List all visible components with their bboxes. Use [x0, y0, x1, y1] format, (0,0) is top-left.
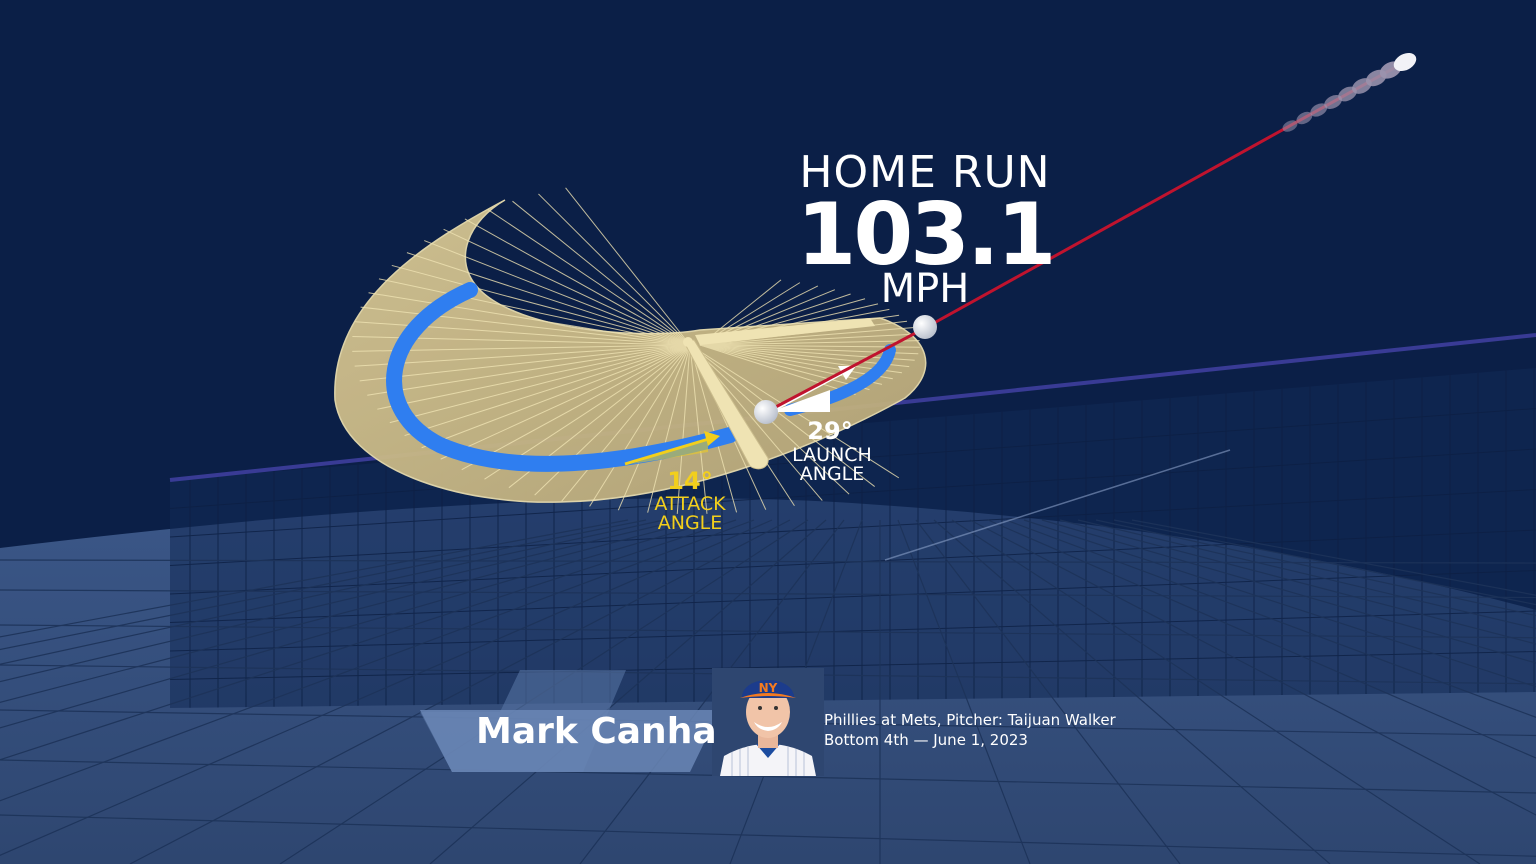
trail-ball-ghost — [1393, 52, 1417, 72]
attack-angle-label: ATTACK ANGLE — [654, 493, 726, 534]
velocity-unit: MPH — [880, 266, 970, 312]
contact-ball — [754, 400, 778, 424]
launch-angle-value: 29° — [807, 417, 853, 445]
player-headshot: NY — [712, 668, 824, 776]
player-name: Mark Canha — [476, 711, 717, 752]
ball-trail — [769, 52, 1417, 412]
bat — [683, 337, 769, 470]
trail-ball-ghost — [1338, 86, 1357, 102]
exit-velocity: 103.1 — [796, 185, 1056, 285]
game-date-inning: Bottom 4th — June 1, 2023 — [824, 731, 1028, 749]
trail-ball-ghost — [1324, 94, 1342, 110]
foul-line — [884, 449, 1231, 561]
ball-in-flight — [913, 315, 937, 339]
name-plate — [420, 670, 720, 772]
trail-ball-ghost — [1282, 120, 1298, 132]
attack-angle-arrow — [624, 431, 720, 466]
launch-angle-label: LAUNCH ANGLE — [792, 444, 872, 485]
team-logo-text: NY — [759, 681, 778, 695]
result-label: HOME RUN — [799, 147, 1051, 198]
trail-ball-ghost — [1296, 111, 1313, 125]
trail-ball-ghost — [1310, 103, 1328, 117]
game-matchup: Phillies at Mets, Pitcher: Taijuan Walke… — [824, 711, 1116, 729]
attack-angle-value: 14° — [667, 467, 713, 495]
